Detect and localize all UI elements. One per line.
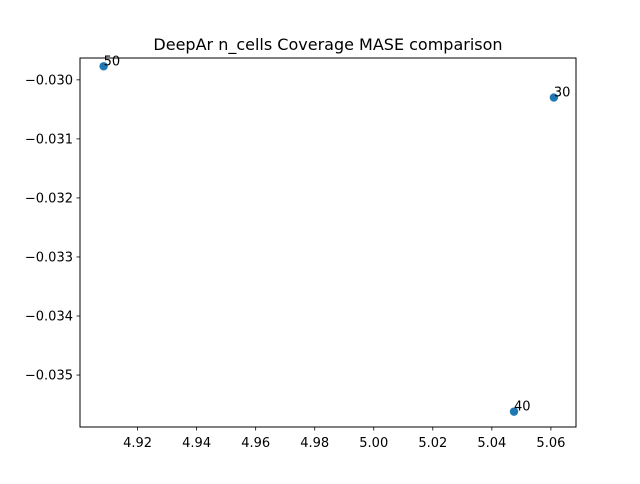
x-tick-label: 5.04 [477,436,506,451]
chart-title: DeepAr n_cells Coverage MASE comparison [153,35,502,55]
plot-area-frame [79,57,577,428]
x-tick-label: 4.92 [123,436,152,451]
y-tick-label: −0.034 [25,310,73,325]
x-tick-label: 4.98 [300,436,329,451]
y-tick-label: −0.033 [25,250,73,265]
x-axis-ticks: 4.92 4.94 4.96 4.98 5.00 5.02 5.04 5.06 [123,427,565,451]
y-tick-label: −0.031 [25,132,73,147]
y-axis-ticks: −0.030 −0.031 −0.032 −0.033 −0.034 −0.035 [25,73,80,384]
point-label-50: 50 [104,54,121,69]
y-tick-label: −0.032 [25,191,73,206]
scatter-point-30 [549,93,559,102]
y-tick-label: −0.030 [25,73,73,88]
x-tick-label: 4.96 [241,436,270,451]
scatter-point-40 [509,407,519,416]
point-label-30: 30 [554,86,571,101]
x-tick-label: 5.02 [418,436,447,451]
y-tick-label: −0.035 [25,369,73,384]
x-tick-label: 5.06 [536,436,565,451]
x-tick-label: 5.00 [359,436,388,451]
point-label-40: 40 [514,400,531,415]
x-tick-label: 4.94 [182,436,211,451]
scatter-point-50 [99,62,108,71]
